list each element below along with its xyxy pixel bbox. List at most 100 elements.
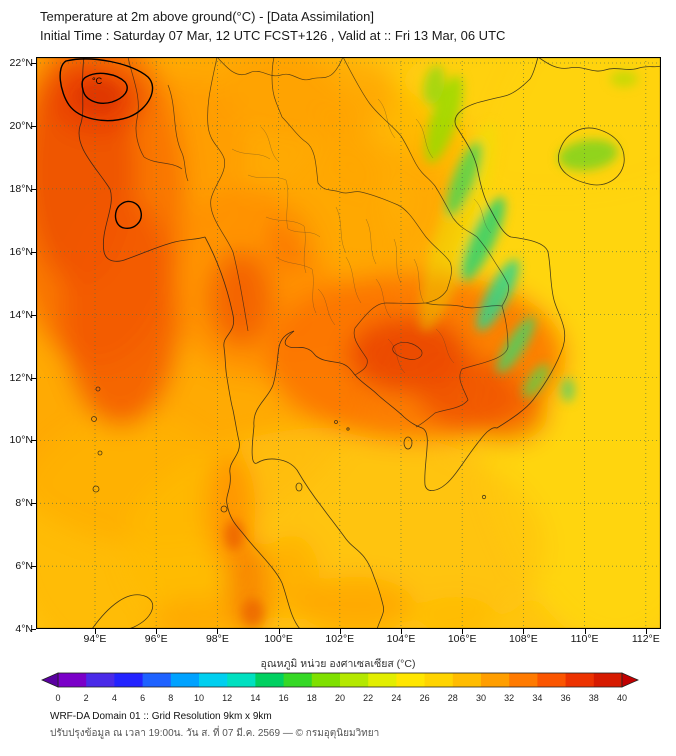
x-axis-tickmark: [645, 629, 647, 634]
x-axis-tick-label: 106°E: [447, 633, 477, 645]
colorbar-tick-label: 26: [419, 693, 430, 703]
map-title: Temperature at 2m above ground(°C) - [Da…: [40, 9, 374, 24]
colorbar-segment: [199, 673, 228, 687]
colorbar-left-arrow: [41, 672, 59, 688]
colorbar-tick-label: 34: [532, 693, 543, 703]
y-axis-tick-label: 4°N: [15, 623, 33, 636]
colorbar-segment: [283, 673, 313, 687]
y-axis-tickmark: [31, 188, 36, 190]
colorbar-tick-label: 38: [588, 693, 599, 703]
colorbar-tick-label: 30: [475, 693, 486, 703]
colorbar-tick-label: 36: [560, 693, 571, 703]
colorbar-tick-label: 12: [222, 693, 233, 703]
colorbar-segment: [537, 673, 566, 687]
colorbar-tick-label: 20: [334, 693, 345, 703]
x-axis-tick-label: 96°E: [144, 633, 168, 645]
plot-frame: [36, 57, 661, 629]
y-axis-tick-label: 20°N: [9, 119, 33, 132]
colorbar-tick-label: 2: [83, 693, 89, 703]
colorbar-tick-label: 28: [447, 693, 458, 703]
y-axis-tick-label: 22°N: [9, 57, 33, 69]
temperature-contours: °C: [59, 58, 154, 229]
y-axis-tick-label: 14°N: [9, 308, 33, 321]
colorbar-segment: [452, 673, 482, 687]
y-axis-tickmark: [31, 503, 36, 505]
y-axis-tickmark: [31, 566, 36, 568]
x-axis-tick-label: 100°E: [264, 633, 293, 645]
y-axis-tick-label: 10°N: [9, 434, 33, 447]
map-plot-area: °C: [36, 57, 661, 629]
colorbar-tick-label: 24: [391, 693, 402, 703]
colorbar: [41, 672, 639, 688]
x-axis-tick-label: 102°E: [325, 633, 355, 645]
temperature-map-svg: °C: [36, 57, 661, 629]
y-axis-tick-label: 18°N: [9, 182, 33, 195]
colorbar-tick-label: 40: [616, 693, 627, 703]
colorbar-tick-label: 16: [278, 693, 289, 703]
colorbar-segment: [114, 673, 143, 687]
colorbar-tick-label: 22: [363, 693, 374, 703]
y-axis-tickmark: [31, 440, 36, 442]
colorbar-segment: [58, 673, 87, 687]
x-axis-tick-label: 112°E: [631, 633, 660, 645]
map-subtitle: Initial Time : Saturday 07 Mar, 12 UTC F…: [40, 28, 506, 43]
y-axis-tick-label: 8°N: [15, 497, 33, 510]
footer-update-info: ปรับปรุงข้อมูล ณ เวลา 19:00น. วัน ส. ที่…: [50, 728, 380, 739]
x-axis-tick-label: 108°E: [509, 633, 538, 645]
colorbar-segment: [509, 673, 538, 687]
colorbar-tick-label: 14: [250, 693, 261, 703]
contour-value-label: °C: [92, 76, 103, 86]
cool-anomaly-band: [76, 65, 638, 627]
x-axis-tick-label: 98°E: [205, 633, 229, 645]
colorbar-segment: [255, 673, 284, 687]
colorbar-segment: [340, 673, 369, 687]
x-axis-tick-label: 94°E: [83, 633, 107, 645]
x-axis-tick-label: 104°E: [386, 633, 416, 645]
colorbar-segment: [311, 673, 341, 687]
y-axis-tickmark: [31, 125, 36, 127]
x-axis-tickmark: [523, 629, 525, 634]
colorbar-segment: [424, 673, 454, 687]
y-axis-tick-label: 16°N: [9, 245, 33, 258]
temperature-field: [36, 57, 661, 629]
colorbar-segment: [481, 673, 510, 687]
colorbar-label: อุณหภูมิ หน่วย องศาเซลเซียส (°C): [260, 658, 416, 670]
colorbar-tick-label: 6: [140, 693, 146, 703]
coastlines: [78, 57, 661, 629]
colorbar-tick-label: 18: [306, 693, 317, 703]
province-borders: [231, 98, 492, 374]
y-axis-tickmark: [31, 63, 36, 64]
lat-lon-grid: [36, 57, 661, 629]
colorbar-tick-label: 8: [168, 693, 174, 703]
y-axis-tick-label: 6°N: [15, 560, 33, 573]
y-axis-tickmark: [31, 314, 36, 316]
map-header: Temperature at 2m above ground(°C) - [Da…: [40, 7, 505, 45]
x-axis-tickmark: [217, 629, 219, 634]
y-axis-tickmark: [31, 377, 36, 379]
x-axis-tickmark: [156, 629, 158, 634]
x-axis-tickmark: [95, 629, 96, 634]
colorbar-tick-label: 32: [504, 693, 515, 703]
colorbar-segment: [565, 673, 595, 687]
x-axis-tickmark: [339, 629, 341, 634]
colorbar-segment: [170, 673, 200, 687]
colorbar-segment: [396, 673, 425, 687]
colorbar-segment: [368, 673, 397, 687]
footer-domain-info: WRF-DA Domain 01 :: Grid Resolution 9km …: [50, 711, 272, 722]
x-axis-tickmark: [278, 629, 280, 634]
colorbar-tick-label: 10: [193, 693, 204, 703]
y-axis-tickmark: [31, 629, 36, 631]
colorbar-segment: [142, 673, 172, 687]
colorbar-segment: [227, 673, 256, 687]
country-borders: [127, 57, 509, 428]
colorbar-tick-label: 4: [111, 693, 117, 703]
x-axis-tickmark: [401, 629, 402, 634]
islands: [91, 386, 487, 513]
x-axis-tickmark: [462, 629, 464, 634]
y-axis-tick-label: 12°N: [9, 371, 33, 384]
colorbar-segment: [593, 673, 623, 687]
y-axis-tickmark: [31, 251, 36, 253]
colorbar-segment: [86, 673, 115, 687]
x-axis-tick-label: 110°E: [570, 633, 599, 645]
